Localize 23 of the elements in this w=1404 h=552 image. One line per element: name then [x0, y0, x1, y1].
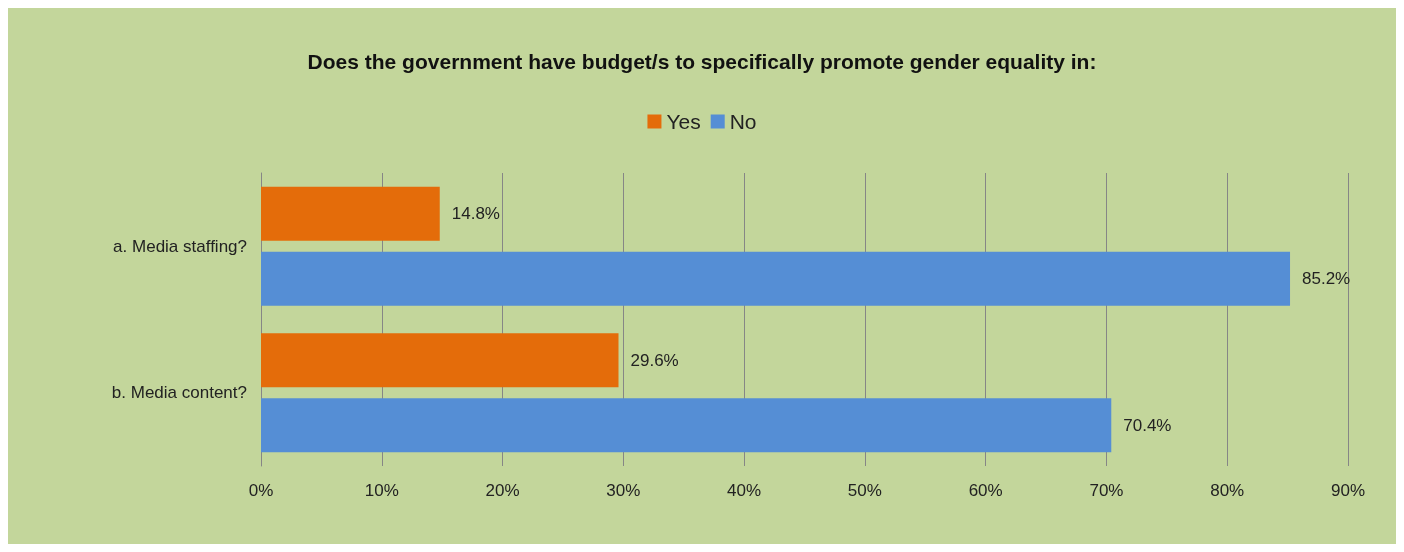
- data-label: 70.4%: [1123, 415, 1172, 435]
- data-label: 29.6%: [630, 350, 679, 370]
- x-tick-label: 70%: [1089, 481, 1124, 500]
- bar: [261, 251, 1291, 306]
- bar: [261, 186, 440, 241]
- data-label: 85.2%: [1302, 269, 1351, 289]
- legend-label: No: [729, 110, 757, 133]
- x-tick-label: 0%: [248, 481, 274, 500]
- bar: [261, 398, 1112, 453]
- data-label: 14.8%: [451, 204, 500, 224]
- x-tick-label: 50%: [847, 481, 882, 500]
- x-tick-label: 90%: [1330, 481, 1366, 500]
- x-tick-label: 30%: [606, 481, 641, 500]
- x-tick-label: 60%: [968, 481, 1003, 500]
- y-tick-label: a. Media staffing?: [113, 236, 247, 256]
- legend-label: Yes: [666, 110, 701, 133]
- x-tick-label: 40%: [727, 481, 762, 500]
- x-tick-label: 20%: [485, 481, 520, 500]
- x-tick-label: 10%: [364, 481, 399, 500]
- chart-title: Does the government have budget/s to specifically promote gender equality in:: [307, 50, 1097, 73]
- x-tick-label: 80%: [1210, 481, 1245, 500]
- bar: [261, 333, 619, 388]
- y-tick-label: b. Media content?: [111, 383, 247, 403]
